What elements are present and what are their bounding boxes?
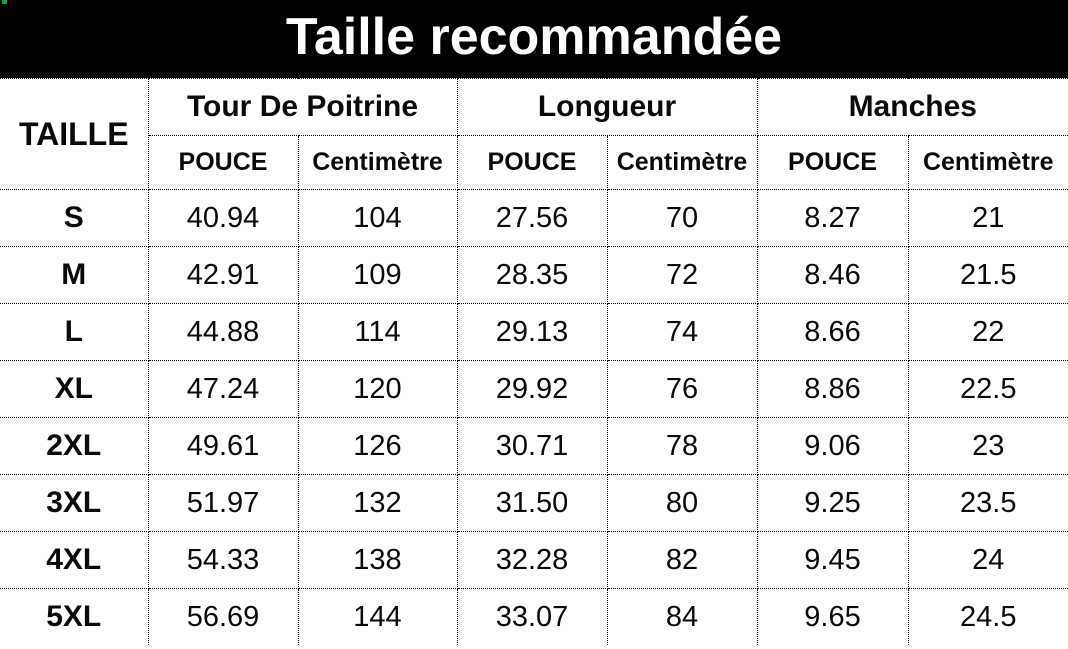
column-group-sleeves: Manches	[756, 78, 1068, 136]
corner-artifact-speck	[2, 0, 7, 4]
table-header: TAILLE Tour De Poitrine Longueur Manches…	[0, 78, 1068, 190]
measurement-value: 9.65	[756, 588, 909, 645]
measurement-value: 23	[907, 417, 1068, 475]
measurement-value: 24	[907, 531, 1068, 589]
size-label: 4XL	[0, 531, 149, 589]
size-label: S	[0, 189, 149, 247]
measurement-value: 76	[606, 360, 758, 418]
measurement-value: 49.61	[147, 417, 299, 475]
table-row: 2XL 49.61 126 30.71 78 9.06 23	[0, 417, 1068, 475]
measurement-value: 23.5	[907, 474, 1068, 532]
table-row: 5XL 56.69 144 33.07 84 9.65 24.5	[0, 588, 1068, 645]
measurement-value: 8.86	[756, 360, 909, 418]
measurement-value: 54.33	[147, 531, 299, 589]
size-label: M	[0, 246, 149, 304]
unit-header-chest-inch: POUCE	[148, 135, 299, 190]
measurement-value: 44.88	[147, 303, 299, 361]
measurement-value: 9.25	[756, 474, 909, 532]
measurement-value: 104	[297, 189, 458, 247]
measurement-value: 109	[297, 246, 458, 304]
measurement-value: 8.66	[756, 303, 909, 361]
table-row: 3XL 51.97 132 31.50 80 9.25 23.5	[0, 474, 1068, 532]
measurement-value: 21.5	[907, 246, 1068, 304]
measurement-value: 126	[297, 417, 458, 475]
measurement-value: 78	[606, 417, 758, 475]
measurement-value: 28.35	[456, 246, 608, 304]
header-group-row: TAILLE Tour De Poitrine Longueur Manches	[0, 78, 1068, 190]
measurement-value: 144	[297, 588, 458, 645]
measurement-value: 51.97	[147, 474, 299, 532]
measurement-value: 70	[606, 189, 758, 247]
measurement-value: 74	[606, 303, 758, 361]
measurement-value: 132	[297, 474, 458, 532]
measurement-value: 8.46	[756, 246, 909, 304]
table-row: S 40.94 104 27.56 70 8.27 21	[0, 189, 1068, 247]
measurement-value: 56.69	[147, 588, 299, 645]
measurement-value: 82	[606, 531, 758, 589]
measurement-value: 21	[907, 189, 1068, 247]
measurement-value: 138	[297, 531, 458, 589]
unit-header-sleeves-cm: Centimètre	[907, 135, 1068, 190]
measurement-value: 72	[606, 246, 758, 304]
table-row: 4XL 54.33 138 32.28 82 9.45 24	[0, 531, 1068, 589]
measurement-value: 29.13	[456, 303, 608, 361]
table-row: M 42.91 109 28.35 72 8.46 21.5	[0, 246, 1068, 304]
measurement-value: 24.5	[907, 588, 1068, 645]
measurement-value: 22	[907, 303, 1068, 361]
size-label: 2XL	[0, 417, 149, 475]
column-group-length: Longueur	[456, 78, 758, 136]
title-bar: Taille recommandée	[0, 0, 1068, 78]
measurement-value: 120	[297, 360, 458, 418]
measurement-value: 9.45	[756, 531, 909, 589]
measurement-value: 32.28	[456, 531, 608, 589]
unit-header-length-cm: Centimètre	[606, 135, 758, 190]
measurement-value: 40.94	[147, 189, 299, 247]
measurement-value: 29.92	[456, 360, 608, 418]
measurement-value: 33.07	[456, 588, 608, 645]
table-body: S 40.94 104 27.56 70 8.27 21 M 42.91 109 28.35 72 8.…	[0, 189, 1068, 645]
measurement-value: 47.24	[147, 360, 299, 418]
measurement-value: 30.71	[456, 417, 608, 475]
header-unit-row: POUCE Centimètre POUCE Centimètre POUCE …	[0, 135, 1068, 190]
size-label: L	[0, 303, 149, 361]
measurement-value: 31.50	[456, 474, 608, 532]
column-header-taille: TAILLE	[0, 78, 149, 190]
column-group-chest: Tour De Poitrine	[147, 78, 458, 136]
measurement-value: 114	[297, 303, 458, 361]
measurement-value: 42.91	[147, 246, 299, 304]
measurement-value: 27.56	[456, 189, 608, 247]
unit-header-sleeves-inch: POUCE	[756, 135, 909, 190]
size-label: 3XL	[0, 474, 149, 532]
measurement-value: 84	[606, 588, 758, 645]
page-title: Taille recommandée	[285, 8, 783, 66]
measurement-value: 8.27	[756, 189, 909, 247]
unit-header-chest-cm: Centimètre	[297, 135, 458, 190]
measurement-value: 9.06	[756, 417, 909, 475]
size-label: 5XL	[0, 588, 149, 645]
size-table: TAILLE Tour De Poitrine Longueur Manches…	[0, 78, 1068, 645]
table-row: L 44.88 114 29.13 74 8.66 22	[0, 303, 1068, 361]
measurement-value: 80	[606, 474, 758, 532]
size-label: XL	[0, 360, 149, 418]
table-row: XL 47.24 120 29.92 76 8.86 22.5	[0, 360, 1068, 418]
unit-header-length-inch: POUCE	[456, 135, 608, 190]
measurement-value: 22.5	[907, 360, 1068, 418]
